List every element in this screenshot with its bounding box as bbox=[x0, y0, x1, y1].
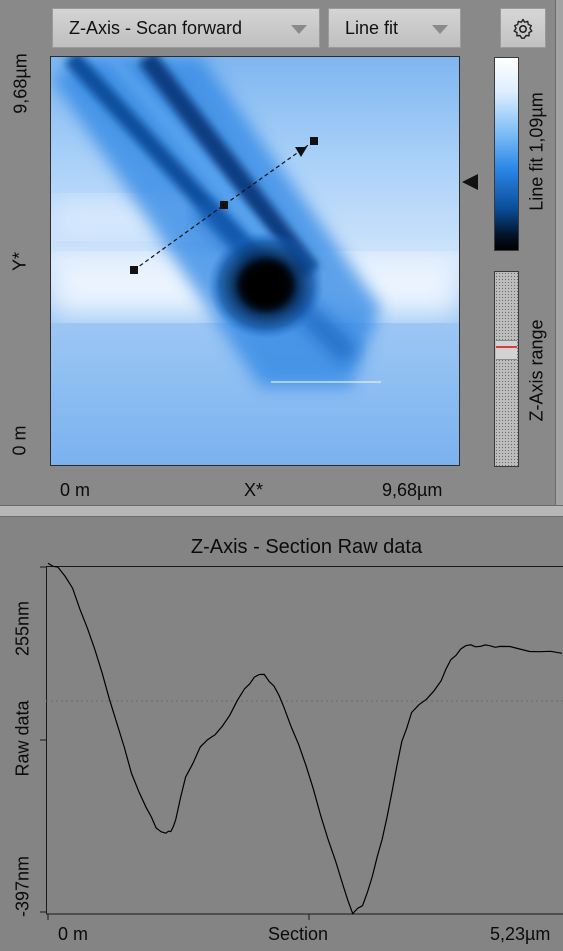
gear-icon bbox=[513, 18, 533, 39]
channel-dropdown[interactable]: Z-Axis - Scan forward bbox=[52, 8, 320, 48]
section-plot-area[interactable] bbox=[46, 566, 563, 914]
panel-scroll-edge bbox=[555, 0, 563, 506]
chevron-down-icon bbox=[432, 25, 448, 34]
filter-dropdown-label: Line fit bbox=[345, 18, 399, 38]
chevron-down-icon bbox=[291, 25, 307, 34]
range-marker bbox=[496, 346, 517, 348]
x-left-tick: 0 m bbox=[60, 480, 91, 500]
x-right-tick: 9,68µm bbox=[382, 480, 443, 500]
section-end-handle[interactable] bbox=[310, 137, 318, 145]
section-mid-handle[interactable] bbox=[220, 201, 228, 209]
plot-x-right-tick: 5,23µm bbox=[490, 924, 551, 944]
settings-button[interactable] bbox=[500, 8, 546, 48]
channel-dropdown-label: Z-Axis - Scan forward bbox=[69, 18, 243, 38]
x-axis-label: X* bbox=[244, 480, 264, 500]
section-start-handle[interactable] bbox=[130, 266, 138, 274]
profile-series-line bbox=[47, 562, 563, 915]
afm-scan-image[interactable] bbox=[50, 56, 460, 466]
section-plot-title: Z-Axis - Section Raw data bbox=[190, 536, 423, 558]
panel-splitter[interactable] bbox=[0, 505, 563, 517]
range-slider-thumb[interactable] bbox=[496, 340, 517, 360]
section-cursor-marker[interactable] bbox=[295, 147, 307, 157]
plot-x-left-tick: 0 m bbox=[58, 924, 89, 944]
z-colorbar bbox=[494, 57, 519, 251]
section-line[interactable] bbox=[133, 140, 315, 271]
filter-dropdown[interactable]: Line fit bbox=[328, 8, 461, 48]
plot-x-center-label: Section bbox=[268, 924, 329, 944]
range-pointer-icon[interactable] bbox=[462, 174, 478, 190]
z-range-slider[interactable] bbox=[494, 271, 519, 467]
